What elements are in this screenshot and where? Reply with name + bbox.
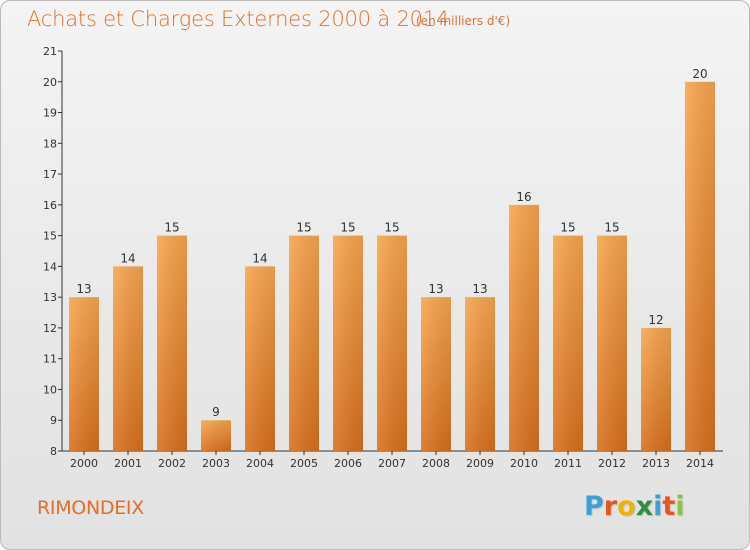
logo-letter: t [662, 491, 676, 522]
bar-shade-2011 [553, 235, 583, 451]
x-tick-label-2012: 2012 [598, 457, 626, 470]
value-label-2008: 13 [428, 282, 443, 296]
y-tick-label: 13 [43, 291, 57, 304]
x-tick-label-2008: 2008 [422, 457, 450, 470]
y-tick-label: 19 [43, 107, 57, 120]
chart-subtitle: (en milliers d'€) [416, 14, 511, 28]
x-tick-label-2000: 2000 [70, 457, 98, 470]
bar-shade-2005 [289, 235, 319, 451]
x-tick-label-2004: 2004 [246, 457, 274, 470]
logo-letter: o [617, 491, 636, 522]
bar-shade-2003 [201, 420, 231, 451]
x-axis: 2000 2001 2002 2003 2004 2005 2006 2007 2008 2009… [62, 450, 723, 470]
x-tick-label-2001: 2001 [114, 457, 142, 470]
x-tick-label-2005: 2005 [290, 457, 318, 470]
bar-shade-2000 [69, 297, 99, 451]
x-tick-label-2007: 2007 [378, 457, 406, 470]
x-tick-label-2009: 2009 [466, 457, 494, 470]
bar-shade-2014 [685, 81, 715, 452]
value-label-2009: 13 [472, 282, 487, 296]
commune-name: RIMONDEIX [37, 497, 144, 519]
bar-shade-2008 [421, 297, 451, 451]
value-label-2014: 20 [692, 67, 707, 81]
value-label-2006: 15 [340, 221, 355, 235]
x-tick-label-2013: 2013 [642, 457, 670, 470]
x-tick-label-2003: 2003 [202, 457, 230, 470]
y-tick-label: 17 [43, 168, 57, 181]
y-tick-label: 11 [43, 353, 57, 366]
y-tick-label: 8 [50, 445, 57, 458]
y-axis: 8 9 10 11 12 13 14 15 16 17 18 19 20 21 [43, 45, 63, 458]
logo-letter: i [653, 491, 663, 522]
x-tick-label-2014: 2014 [686, 457, 714, 470]
logo-letter: i [675, 491, 685, 522]
y-tick-label: 14 [43, 260, 57, 273]
y-tick-label: 10 [43, 383, 57, 396]
x-tick-label-2010: 2010 [510, 457, 538, 470]
chart-title: Achats et Charges Externes 2000 à 2014 [27, 7, 450, 31]
bar-shade-2012 [597, 235, 627, 451]
value-label-2002: 15 [164, 221, 179, 235]
bar-shade-2006 [333, 235, 363, 451]
bars [69, 81, 715, 452]
bar-shade-2013 [641, 327, 671, 451]
bar-shade-2004 [245, 266, 275, 451]
y-tick-label: 15 [43, 230, 57, 243]
value-labels: 13 14 15 9 14 15 15 15 13 13 16 15 15 12 20 [76, 67, 707, 419]
value-label-2001: 14 [120, 251, 135, 265]
value-label-2010: 16 [516, 190, 531, 204]
x-tick-label-2011: 2011 [554, 457, 582, 470]
logo-letter: x [635, 491, 654, 522]
y-tick-label: 18 [43, 137, 57, 150]
value-label-2007: 15 [384, 221, 399, 235]
x-tick-label-2006: 2006 [334, 457, 362, 470]
y-tick-label: 16 [43, 199, 57, 212]
bar-shade-2009 [465, 297, 495, 451]
value-label-2005: 15 [296, 221, 311, 235]
y-tick-label: 20 [43, 76, 57, 89]
proxiti-logo[interactable]: Proxiti [584, 491, 685, 522]
bar-shade-2007 [377, 235, 407, 451]
logo-letter: r [603, 491, 618, 522]
logo-letter: P [584, 491, 604, 522]
y-tick-label: 21 [43, 45, 57, 58]
value-label-2013: 12 [648, 313, 663, 327]
x-tick-label-2002: 2002 [158, 457, 186, 470]
y-tick-label: 9 [50, 414, 57, 427]
value-label-2000: 13 [76, 282, 91, 296]
bar-shade-2010 [509, 204, 539, 451]
bar-shade-2002 [157, 235, 187, 451]
y-tick-label: 12 [43, 322, 57, 335]
bar-shade-2001 [113, 266, 143, 451]
value-label-2004: 14 [252, 251, 267, 265]
value-label-2003: 9 [212, 405, 220, 419]
value-label-2012: 15 [604, 221, 619, 235]
value-label-2011: 15 [560, 221, 575, 235]
